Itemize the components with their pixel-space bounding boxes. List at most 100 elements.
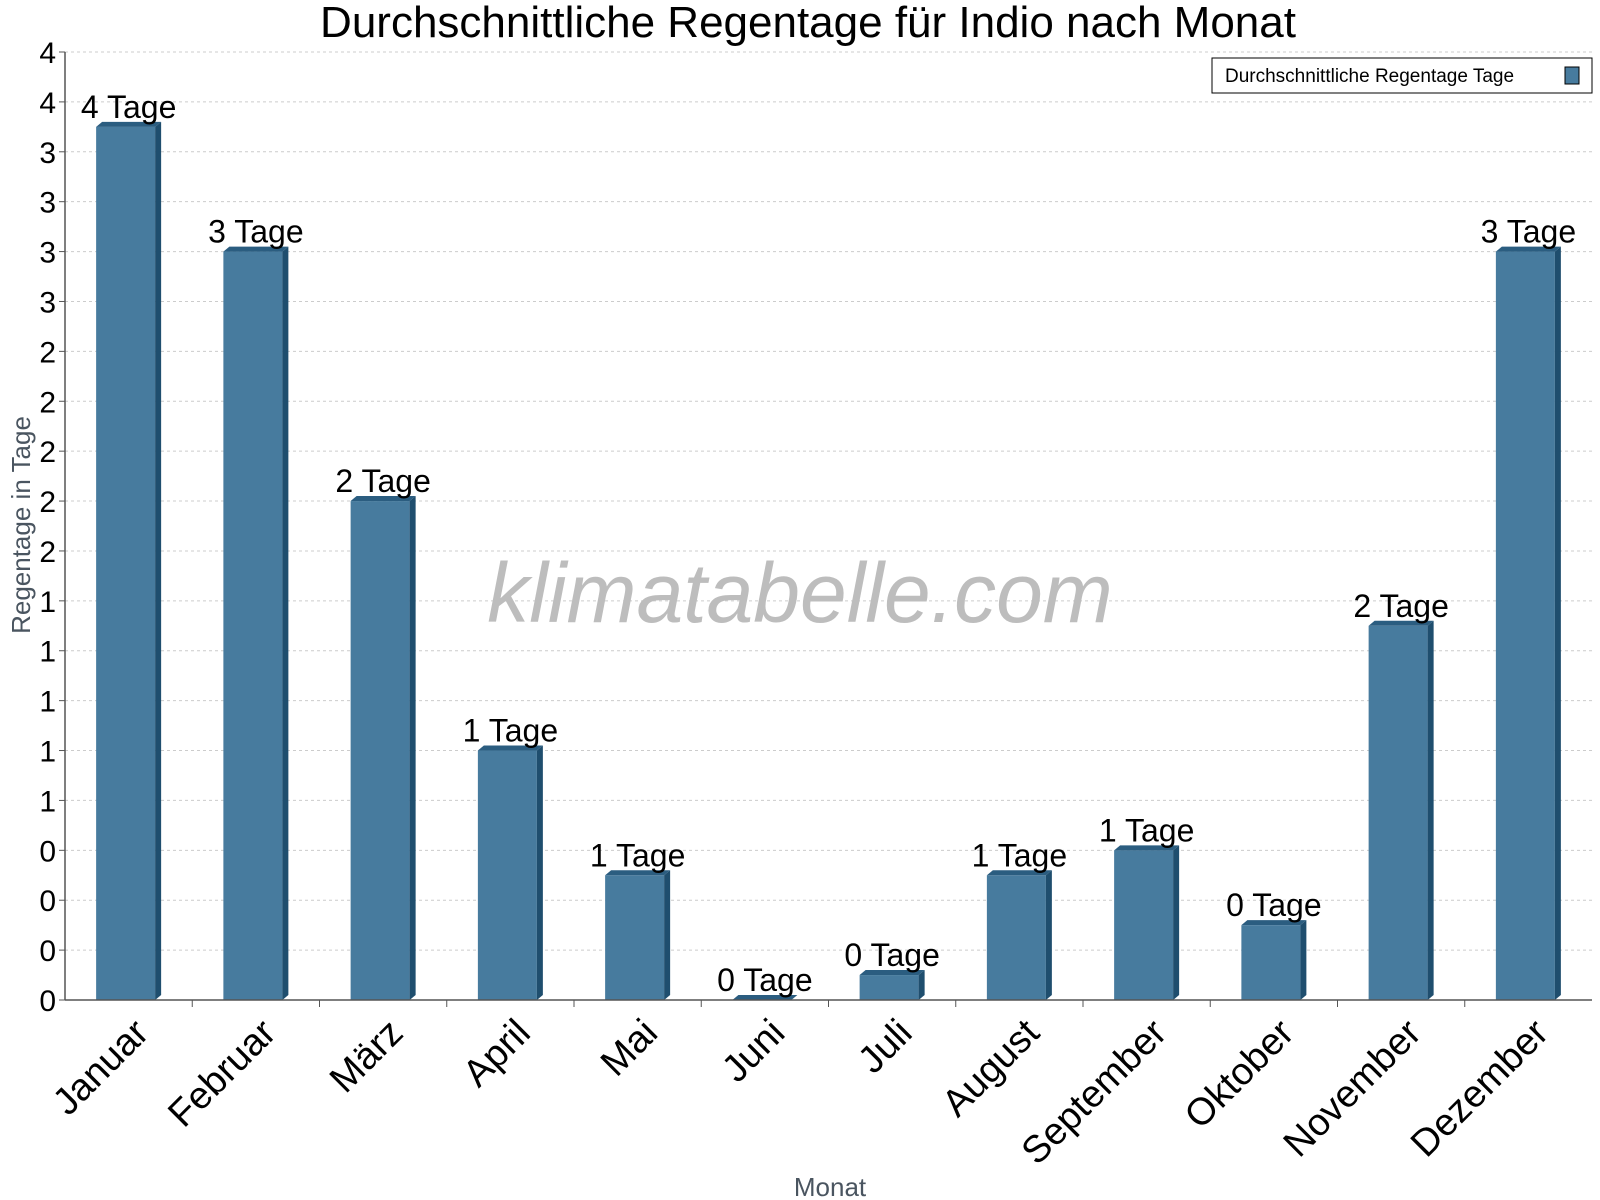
x-tick-label: Mai bbox=[593, 1012, 666, 1085]
data-label: 1 Tage bbox=[972, 837, 1068, 873]
y-tick-label: 2 bbox=[39, 436, 56, 469]
x-axis-title: Monat bbox=[794, 1172, 867, 1200]
bar-februar bbox=[223, 246, 289, 1000]
bar-juni bbox=[732, 995, 798, 1000]
bar-top bbox=[986, 870, 1052, 876]
bar-front bbox=[986, 875, 1046, 1000]
bar-november bbox=[1368, 620, 1434, 1000]
bar-front bbox=[1241, 925, 1301, 1000]
bar-front bbox=[1368, 625, 1428, 1000]
y-tick-label: 1 bbox=[39, 736, 56, 769]
y-tick-label: 3 bbox=[39, 286, 56, 319]
bar-side bbox=[1554, 246, 1561, 1000]
data-label: 1 Tage bbox=[463, 713, 559, 749]
y-tick-label: 0 bbox=[39, 985, 56, 1018]
data-label: 1 Tage bbox=[590, 837, 686, 873]
y-tick-label: 2 bbox=[39, 486, 56, 519]
y-tick-label: 3 bbox=[39, 237, 56, 270]
data-label: 0 Tage bbox=[1226, 887, 1322, 923]
data-label: 2 Tage bbox=[335, 463, 431, 499]
bar-top bbox=[1114, 845, 1180, 851]
bar-top bbox=[223, 246, 289, 252]
bar-top bbox=[96, 121, 162, 127]
bar-september bbox=[1114, 845, 1180, 1000]
bar-juli bbox=[859, 970, 925, 1000]
bar-april bbox=[477, 745, 543, 1000]
data-label: 3 Tage bbox=[208, 214, 304, 250]
grid-lines bbox=[59, 51, 1592, 1001]
y-tick-label: 3 bbox=[39, 137, 56, 170]
data-label: 2 Tage bbox=[1353, 588, 1449, 624]
bar-front bbox=[1114, 850, 1174, 1000]
chart-title: Durchschnittliche Regentage für Indio na… bbox=[320, 0, 1296, 47]
y-tick-label: 1 bbox=[39, 586, 56, 619]
bar-mrz bbox=[350, 496, 416, 1000]
data-labels: 4 Tage 3 Tage 2 Tage 1 Tage 1 Tage 0 Tage 0 Ta… bbox=[81, 89, 1576, 998]
y-tick-label: 0 bbox=[39, 885, 56, 918]
data-label: 1 Tage bbox=[1099, 812, 1195, 848]
bar-front bbox=[96, 126, 156, 1000]
bars bbox=[96, 121, 1561, 1000]
y-tick-label: 2 bbox=[39, 386, 56, 419]
bar-side bbox=[664, 870, 671, 1000]
bar-front bbox=[477, 750, 537, 1000]
bar-august bbox=[986, 870, 1052, 1000]
bar-side bbox=[1045, 870, 1052, 1000]
y-tick-label: 2 bbox=[39, 336, 56, 369]
legend: Durchschnittliche Regentage Tage bbox=[1211, 57, 1593, 94]
bar-top bbox=[1241, 920, 1307, 926]
watermark: klimatabelle.com bbox=[487, 546, 1113, 640]
x-tick-labels: Januar Februar März April Mai Juni Juli AugustS… bbox=[45, 1011, 1557, 1172]
legend-swatch bbox=[1564, 66, 1580, 85]
bar-front bbox=[1495, 251, 1555, 1000]
bar-side bbox=[155, 121, 162, 1000]
bar-top bbox=[350, 496, 416, 502]
x-tick-label: November bbox=[1276, 1011, 1430, 1165]
bar-side bbox=[1173, 845, 1180, 1000]
data-label: 0 Tage bbox=[844, 937, 940, 973]
bar-top bbox=[1368, 620, 1434, 626]
bar-side bbox=[536, 745, 543, 1000]
data-label: 0 Tage bbox=[717, 962, 813, 998]
bar-side bbox=[1427, 620, 1434, 1000]
y-tick-label: 4 bbox=[39, 87, 56, 120]
bar-front bbox=[223, 251, 283, 1000]
x-tick-label: Januar bbox=[45, 1011, 157, 1123]
bar-side bbox=[282, 246, 289, 1000]
y-tick-label: 2 bbox=[39, 536, 56, 569]
bar-top bbox=[605, 870, 671, 876]
y-axis-title: Regentage in Tage bbox=[6, 416, 36, 634]
x-tick-label: Oktober bbox=[1177, 1011, 1303, 1137]
x-tick-label: Dezember bbox=[1403, 1011, 1557, 1165]
legend-box bbox=[1211, 57, 1593, 94]
bar-top bbox=[732, 995, 798, 1000]
x-tick-label: August bbox=[934, 1011, 1048, 1125]
bar-side bbox=[918, 970, 925, 1000]
bar-januar bbox=[96, 121, 162, 1000]
bar-oktober bbox=[1241, 920, 1307, 1000]
bar-mai bbox=[605, 870, 671, 1000]
y-tick-label: 0 bbox=[39, 935, 56, 968]
y-tick-labels: 0 0 0 0 1 1 1 1 1 2 2 2 2 2 3 3 3 3 4 4 bbox=[39, 37, 56, 1018]
data-label: 4 Tage bbox=[81, 89, 177, 125]
data-label: 3 Tage bbox=[1481, 214, 1577, 250]
x-tick-label: Juni bbox=[714, 1012, 793, 1091]
bar-dezember bbox=[1495, 246, 1561, 1000]
y-tick-label: 0 bbox=[39, 835, 56, 868]
bar-front bbox=[859, 975, 919, 1000]
bar-front bbox=[605, 875, 665, 1000]
y-tick-label: 4 bbox=[39, 37, 56, 70]
x-tick-label: März bbox=[322, 1012, 411, 1101]
bar-top bbox=[859, 970, 925, 976]
bar-top bbox=[477, 745, 543, 751]
bar-side bbox=[409, 496, 416, 1000]
y-tick-label: 1 bbox=[39, 636, 56, 669]
bar-front bbox=[350, 501, 410, 1000]
y-tick-label: 1 bbox=[39, 686, 56, 719]
bar-side bbox=[1300, 920, 1307, 1000]
axes bbox=[64, 52, 1592, 1007]
bar-top bbox=[1495, 246, 1561, 252]
x-tick-label: Juli bbox=[850, 1012, 920, 1082]
